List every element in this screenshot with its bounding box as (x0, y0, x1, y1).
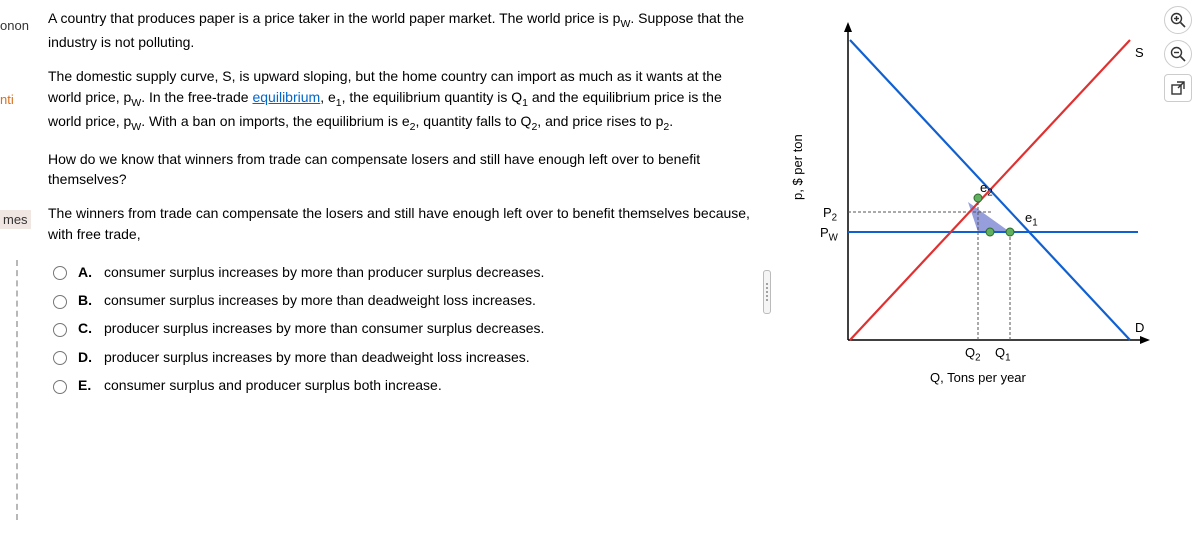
radio-c[interactable] (53, 323, 67, 337)
label-q1: Q1 (995, 345, 1011, 364)
option-letter: C. (78, 318, 96, 338)
question-body: A country that produces paper is a price… (48, 8, 758, 399)
subscript: W (131, 120, 141, 132)
zoom-out-icon (1170, 46, 1186, 62)
link-equilibrium[interactable]: equilibrium (252, 89, 320, 105)
radio-b[interactable] (53, 295, 67, 309)
y-axis-label: p, $ per ton (790, 134, 805, 200)
popout-button[interactable] (1164, 74, 1192, 102)
label-e2: e2 (980, 180, 993, 199)
graph-panel: p, $ per ton Q, Tons per year P2 PW Q2 Q… (800, 10, 1160, 410)
para-1: A country that produces paper is a price… (48, 8, 758, 52)
subscript: W (620, 18, 630, 30)
text: , quantity falls to Q (416, 113, 532, 129)
edge-dashed-rule (16, 260, 18, 520)
answer-options: A. consumer surplus increases by more th… (48, 258, 758, 399)
label-demand: D (1135, 320, 1144, 335)
text: . (669, 113, 673, 129)
label-q2: Q2 (965, 345, 981, 364)
label-e1: e1 (1025, 210, 1038, 229)
para-2: The domestic supply curve, S, is upward … (48, 66, 758, 134)
option-letter: E. (78, 375, 96, 395)
label-p2: P2 (823, 205, 837, 224)
subscript: W (131, 96, 141, 108)
option-text: producer surplus increases by more than … (104, 347, 530, 367)
text: A country that produces paper is a price… (48, 10, 620, 26)
zoom-in-button[interactable] (1164, 6, 1192, 34)
edge-fragment-onon: onon (0, 18, 29, 33)
text: , the equilibrium quantity is Q (342, 89, 523, 105)
para-4: The winners from trade can compensate th… (48, 203, 758, 244)
label-supply: S (1135, 45, 1144, 60)
x-axis-label: Q, Tons per year (930, 370, 1026, 385)
text: . With a ban on imports, the equilibrium… (141, 113, 409, 129)
label-pw: PW (820, 225, 838, 244)
option-text: producer surplus increases by more than … (104, 318, 544, 338)
option-letter: D. (78, 347, 96, 367)
option-text: consumer surplus increases by more than … (104, 290, 536, 310)
option-letter: A. (78, 262, 96, 282)
radio-e[interactable] (53, 380, 67, 394)
option-c[interactable]: C. producer surplus increases by more th… (48, 314, 758, 342)
resize-handle[interactable] (763, 270, 771, 314)
popout-icon (1171, 81, 1185, 95)
radio-a[interactable] (53, 266, 67, 280)
text: . In the free-trade (141, 89, 252, 105)
zoom-out-button[interactable] (1164, 40, 1192, 68)
edge-fragment-mes: mes (0, 210, 31, 229)
option-a[interactable]: A. consumer surplus increases by more th… (48, 258, 758, 286)
option-d[interactable]: D. producer surplus increases by more th… (48, 343, 758, 371)
option-text: consumer surplus increases by more than … (104, 262, 544, 282)
option-e[interactable]: E. consumer surplus and producer surplus… (48, 371, 758, 399)
para-3: How do we know that winners from trade c… (48, 149, 758, 190)
text: , and price rises to p (537, 113, 663, 129)
option-text: consumer surplus and producer surplus bo… (104, 375, 442, 395)
graph-toolbar (1164, 6, 1194, 102)
edge-fragment-nti: nti (0, 92, 14, 107)
option-letter: B. (78, 290, 96, 310)
radio-d[interactable] (53, 351, 67, 365)
option-b[interactable]: B. consumer surplus increases by more th… (48, 286, 758, 314)
zoom-in-icon (1170, 12, 1186, 28)
text: , e (320, 89, 336, 105)
left-sidebar-edge: onon nti mes (0, 0, 40, 541)
